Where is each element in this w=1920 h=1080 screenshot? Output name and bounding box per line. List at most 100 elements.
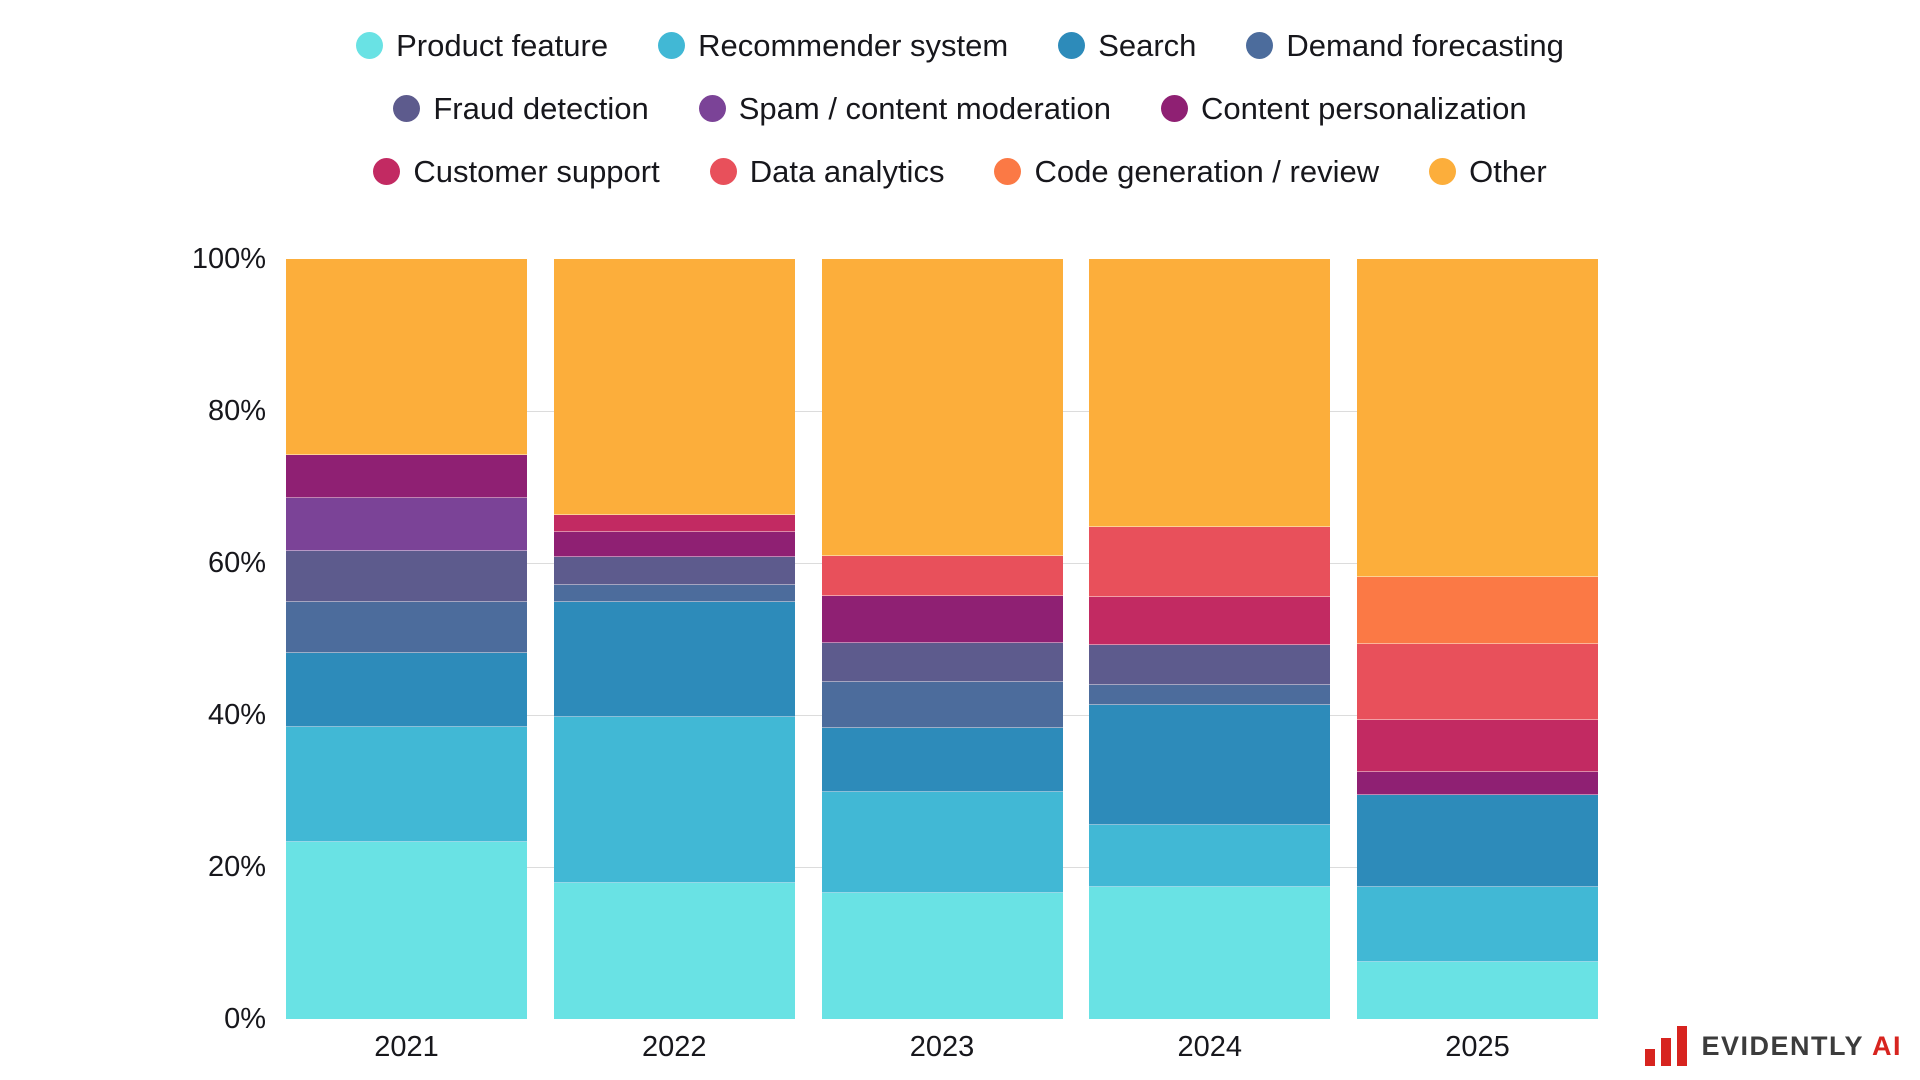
- legend-item-customer-support[interactable]: Customer support: [373, 153, 660, 190]
- legend-label: Search: [1098, 27, 1197, 63]
- segment-2024-demand-forecasting[interactable]: [1089, 685, 1331, 706]
- evidently-ai-logo[interactable]: EVIDENTLY AI: [1645, 1026, 1902, 1066]
- segment-2024-recommender-system[interactable]: [1089, 825, 1331, 887]
- x-axis-labels: 2021 2022 2023 2024 2025: [286, 1031, 1598, 1064]
- segment-2021-demand-forecasting[interactable]: [286, 601, 527, 653]
- legend-label: Customer support: [413, 153, 660, 189]
- segment-2023-recommender-system[interactable]: [821, 791, 1063, 893]
- bar-2024: [1089, 259, 1331, 1019]
- legend-label: Product feature: [396, 27, 609, 63]
- legend-dot-icon: [356, 32, 384, 59]
- legend-item-code-generation-review[interactable]: Code generation / review: [994, 154, 1379, 190]
- legend-item-demand-forecasting[interactable]: Demand forecasting: [1246, 27, 1564, 64]
- segment-2023-product-feature[interactable]: [821, 892, 1063, 1019]
- segment-2025-search[interactable]: [1357, 794, 1598, 887]
- segment-2025-content-personalization[interactable]: [1357, 772, 1598, 795]
- bar-2023: [821, 259, 1063, 1019]
- segment-2022-recommender-system[interactable]: [553, 717, 795, 883]
- segment-2022-content-personalization[interactable]: [553, 531, 795, 557]
- y-tick-80: 80%: [207, 395, 266, 427]
- legend-row-1: Product feature Recommender system Search D…: [0, 14, 1920, 77]
- legend-item-fraud-detection[interactable]: Fraud detection: [393, 90, 649, 127]
- legend-dot-icon: [709, 158, 737, 185]
- x-label-2022: 2022: [641, 1031, 707, 1063]
- segment-2025-product-feature[interactable]: [1357, 962, 1598, 1019]
- legend-dot-icon: [1246, 32, 1274, 59]
- segment-2021-recommender-system[interactable]: [286, 727, 527, 842]
- legend-dot-icon: [1058, 32, 1086, 59]
- legend-item-search[interactable]: Search: [1058, 28, 1196, 64]
- segment-2025-other[interactable]: [1357, 259, 1598, 577]
- legend: Product feature Recommender system Search D…: [0, 14, 1920, 203]
- y-tick-0: 0%: [224, 1003, 266, 1035]
- legend-label: Code generation / review: [1034, 153, 1380, 189]
- segment-2025-data-analytics[interactable]: [1357, 644, 1598, 721]
- bar-2021: [286, 259, 527, 1019]
- segment-2021-content-personalization[interactable]: [286, 455, 527, 498]
- y-tick-100: 100%: [191, 243, 266, 275]
- segment-2021-fraud-detection[interactable]: [286, 550, 527, 602]
- legend-dot-icon: [373, 158, 401, 185]
- segment-2023-data-analytics[interactable]: [821, 556, 1063, 596]
- legend-item-recommender-system[interactable]: Recommender system: [658, 28, 1008, 64]
- segment-2022-search[interactable]: [553, 601, 795, 718]
- segment-2024-other[interactable]: [1089, 259, 1331, 528]
- legend-label: Recommender system: [698, 27, 1009, 63]
- logo-text: EVIDENTLY AI: [1701, 1031, 1902, 1062]
- legend-dot-icon: [393, 95, 421, 122]
- y-tick-20: 20%: [207, 851, 266, 883]
- segment-2021-other[interactable]: [286, 259, 527, 456]
- legend-item-other[interactable]: Other: [1429, 154, 1547, 190]
- segment-2025-code-generation-review[interactable]: [1357, 576, 1598, 645]
- x-label-2021: 2021: [374, 1031, 439, 1063]
- logo-text-accent: AI: [1872, 1030, 1902, 1061]
- segment-2023-demand-forecasting[interactable]: [821, 682, 1063, 728]
- segment-2025-recommender-system[interactable]: [1357, 886, 1598, 962]
- segment-2025-customer-support[interactable]: [1357, 720, 1598, 773]
- segment-2024-search[interactable]: [1089, 705, 1331, 826]
- y-tick-60: 60%: [207, 547, 266, 579]
- segment-2024-fraud-detection[interactable]: [1089, 645, 1331, 686]
- segment-2023-search[interactable]: [821, 727, 1063, 792]
- segment-2022-fraud-detection[interactable]: [553, 556, 795, 586]
- segment-2024-data-analytics[interactable]: [1089, 527, 1331, 598]
- legend-item-content-personalization[interactable]: Content personalization: [1160, 90, 1527, 127]
- legend-dot-icon: [1429, 158, 1457, 185]
- legend-dot-icon: [658, 32, 686, 59]
- legend-dot-icon: [698, 95, 726, 122]
- x-label-2025: 2025: [1445, 1031, 1510, 1063]
- segment-2021-spam-content-moderation[interactable]: [286, 497, 527, 551]
- segment-2022-product-feature[interactable]: [553, 882, 795, 1019]
- legend-row-2: Fraud detection Spam / content moderation…: [0, 77, 1920, 140]
- legend-item-product-feature[interactable]: Product feature: [356, 28, 608, 64]
- legend-item-data-analytics[interactable]: Data analytics: [709, 153, 945, 190]
- legend-row-3: Customer support Data analytics Code gener…: [0, 140, 1920, 203]
- plot-area: [286, 259, 1598, 1019]
- segment-2023-fraud-detection[interactable]: [821, 642, 1063, 683]
- y-tick-40: 40%: [207, 699, 266, 731]
- segment-2023-other[interactable]: [821, 259, 1063, 557]
- segment-2024-customer-support[interactable]: [1089, 597, 1331, 646]
- segment-2022-customer-support[interactable]: [553, 515, 795, 532]
- segment-2022-other[interactable]: [553, 259, 795, 516]
- segment-2021-search[interactable]: [286, 652, 527, 728]
- legend-label: Data analytics: [749, 153, 945, 189]
- legend-dot-icon: [1160, 95, 1188, 122]
- segment-2023-content-personalization[interactable]: [821, 595, 1063, 643]
- segment-2022-demand-forecasting[interactable]: [553, 585, 795, 602]
- bar-2022: [553, 259, 795, 1019]
- legend-label: Content personalization: [1200, 90, 1527, 126]
- logo-bars-icon: [1645, 1026, 1688, 1066]
- legend-label: Demand forecasting: [1286, 27, 1564, 63]
- bar-2025: [1357, 259, 1598, 1019]
- legend-label: Spam / content moderation: [738, 90, 1111, 126]
- legend-label: Fraud detection: [433, 90, 649, 126]
- segment-2024-product-feature[interactable]: [1089, 886, 1331, 1019]
- logo-text-primary: EVIDENTLY: [1701, 1030, 1864, 1061]
- segment-2021-product-feature[interactable]: [286, 841, 527, 1019]
- x-label-2024: 2024: [1177, 1031, 1242, 1063]
- x-label-2023: 2023: [909, 1031, 975, 1063]
- legend-item-spam-content-moderation[interactable]: Spam / content moderation: [698, 90, 1111, 127]
- legend-label: Other: [1469, 153, 1547, 189]
